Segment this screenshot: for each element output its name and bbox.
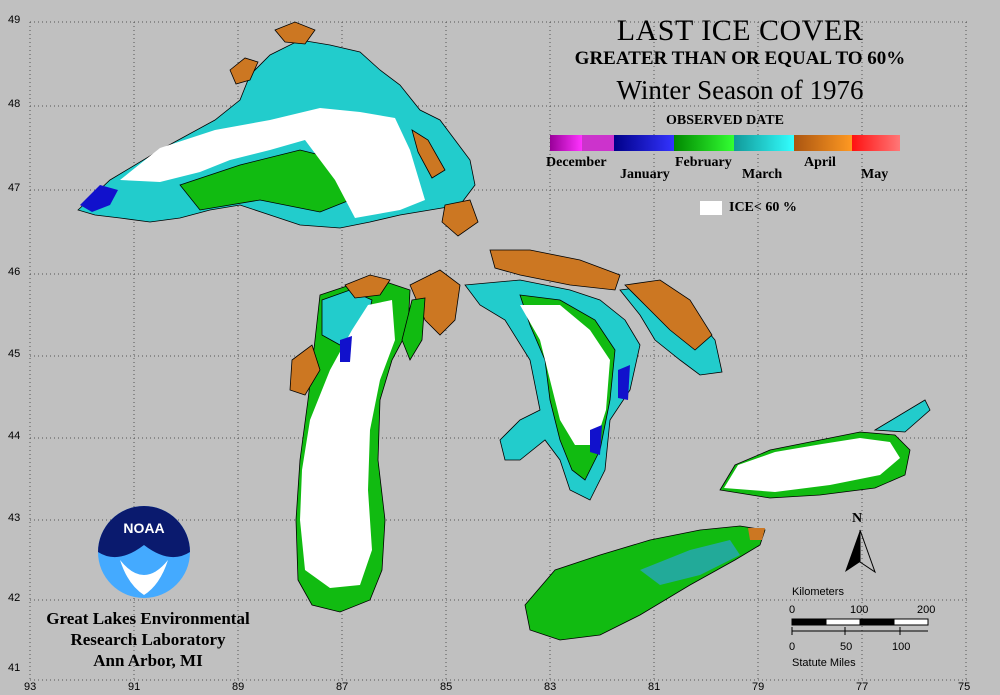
- scale-mi-tick: 50: [840, 641, 853, 653]
- title-block: LAST ICE COVER GREATER THAN OR EQUAL TO …: [540, 14, 940, 108]
- scale-mi-tick: 100: [892, 641, 911, 653]
- lake-erie: [524, 525, 766, 641]
- lat-label: 47: [8, 182, 21, 194]
- lon-label: 89: [232, 681, 245, 693]
- legend-swatch-march: [734, 135, 794, 151]
- lon-label: 83: [544, 681, 557, 693]
- lake-huron: [464, 249, 723, 501]
- title-line2: GREATER THAN OR EQUAL TO 60%: [574, 48, 906, 69]
- scale-km-label: Kilometers: [792, 586, 844, 598]
- legend-label-april: April: [804, 155, 836, 170]
- scale-mi-tick: 0: [789, 641, 796, 653]
- legend-swatch-ice: [700, 201, 722, 215]
- legend-swatch-december: [550, 135, 582, 151]
- lon-label: 81: [648, 681, 661, 693]
- lake-ontario: [719, 399, 931, 499]
- lat-label: 48: [8, 98, 21, 110]
- legend-label-january: January: [620, 167, 670, 182]
- lon-label: 91: [128, 681, 141, 693]
- lon-label: 77: [856, 681, 869, 693]
- legend-swatch-may: [852, 135, 900, 151]
- credit-line3: Ann Arbor, MI: [93, 651, 203, 670]
- lat-label: 41: [8, 662, 21, 674]
- scale-bar: [791, 618, 929, 635]
- scale-km-tick: 200: [917, 604, 936, 616]
- scale-mi-label: Statute Miles: [792, 657, 856, 669]
- scale-km-tick: 0: [789, 604, 796, 616]
- lake-superior: [77, 21, 479, 237]
- legend-title: OBSERVED DATE: [666, 113, 784, 128]
- north-arrow: [845, 529, 876, 574]
- lat-label: 44: [8, 430, 21, 442]
- lat-label: 49: [8, 14, 21, 26]
- title-line1: LAST ICE COVER: [616, 14, 864, 47]
- lon-label: 79: [752, 681, 765, 693]
- noaa-logo-text: NOAA: [123, 520, 164, 536]
- noaa-logo: NOAA: [98, 506, 190, 598]
- legend-swatch-december-2: [582, 135, 614, 151]
- credit-line2: Research Laboratory: [70, 630, 226, 649]
- legend-label-march: March: [742, 167, 783, 182]
- legend-label-may: May: [861, 167, 889, 182]
- lat-label: 43: [8, 512, 21, 524]
- lat-label: 42: [8, 592, 21, 604]
- lon-label: 85: [440, 681, 453, 693]
- north-label: N: [852, 511, 863, 526]
- lon-label: 87: [336, 681, 349, 693]
- title-line3: Winter Season of 1976: [616, 75, 864, 105]
- lon-label: 75: [958, 681, 971, 693]
- legend-color-bar: [550, 135, 900, 151]
- lake-michigan: [289, 274, 411, 613]
- lat-label: 46: [8, 266, 21, 278]
- green-bay: [401, 269, 461, 361]
- legend-swatch-february: [674, 135, 734, 151]
- credit-block: Great Lakes Environmental Research Labor…: [28, 608, 268, 671]
- legend-label-february: February: [675, 155, 732, 170]
- legend-ice-label: ICE< 60 %: [729, 200, 797, 215]
- lat-label: 45: [8, 348, 21, 360]
- legend-swatch-april: [794, 135, 852, 151]
- lon-label: 93: [24, 681, 37, 693]
- scale-km-tick: 100: [850, 604, 869, 616]
- credit-line1: Great Lakes Environmental: [46, 609, 250, 628]
- legend-label-december: December: [546, 155, 607, 170]
- legend-swatch-january: [614, 135, 674, 151]
